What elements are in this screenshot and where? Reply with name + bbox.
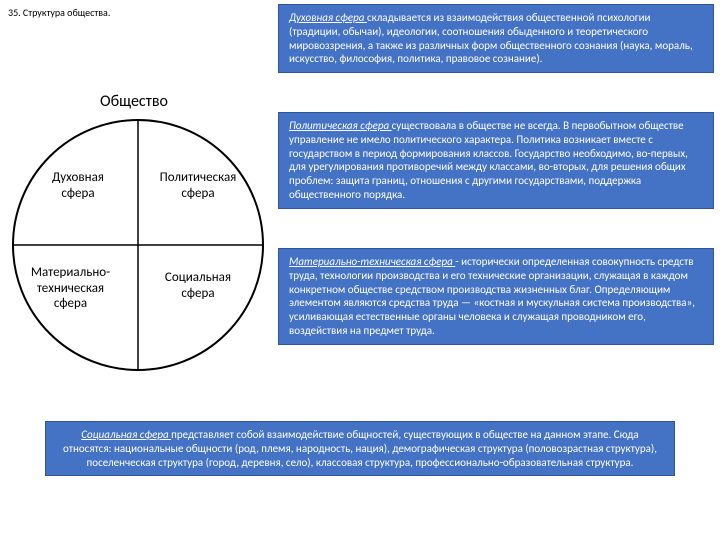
box-spiritual: Духовная сфера складывается из взаимодей… [278,4,714,73]
society-heading: Общество [100,92,168,111]
quadrant-material: Материально-техническаясфера [8,265,133,312]
box-spiritual-title: Духовная сфера [289,11,367,24]
quadrant-political: Политическаясфера [143,170,253,201]
circle-svg [8,115,268,375]
box-social: Социальная сфера представляет собой взаи… [45,421,675,476]
quadrant-spiritual: Духовнаясфера [23,170,133,201]
slide-title: 35. Структура общества. [8,6,110,19]
quadrant-social: Социальнаясфера [143,270,253,301]
box-material-title: Материально-техническая сфера [289,255,455,268]
spheres-diagram: Духовнаясфера Политическаясфера Материал… [8,115,268,375]
box-political: Политическая сфера существовала в общест… [278,112,714,209]
box-material: Материально-техническая сфера - историче… [278,248,714,345]
box-political-title: Политическая сфера [289,119,392,132]
box-social-title: Социальная сфера [81,428,171,441]
